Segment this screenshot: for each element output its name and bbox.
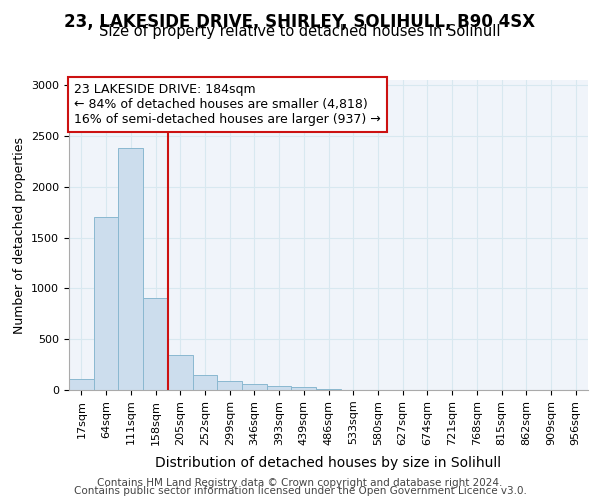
- Bar: [193, 376, 217, 390]
- Y-axis label: Number of detached properties: Number of detached properties: [13, 136, 26, 334]
- Bar: [316, 389, 341, 390]
- Bar: [168, 356, 193, 390]
- Text: 23 LAKESIDE DRIVE: 184sqm
← 84% of detached houses are smaller (4,818)
16% of se: 23 LAKESIDE DRIVE: 184sqm ← 84% of detac…: [74, 83, 381, 126]
- Text: Contains HM Land Registry data © Crown copyright and database right 2024.: Contains HM Land Registry data © Crown c…: [97, 478, 503, 488]
- Bar: [118, 148, 143, 390]
- Bar: [217, 381, 242, 390]
- Text: Contains public sector information licensed under the Open Government Licence v3: Contains public sector information licen…: [74, 486, 526, 496]
- Text: 23, LAKESIDE DRIVE, SHIRLEY, SOLIHULL, B90 4SX: 23, LAKESIDE DRIVE, SHIRLEY, SOLIHULL, B…: [64, 12, 536, 30]
- Bar: [69, 379, 94, 390]
- Bar: [267, 386, 292, 390]
- Bar: [242, 384, 267, 390]
- Bar: [143, 298, 168, 390]
- Text: Size of property relative to detached houses in Solihull: Size of property relative to detached ho…: [99, 24, 501, 39]
- X-axis label: Distribution of detached houses by size in Solihull: Distribution of detached houses by size …: [155, 456, 502, 470]
- Bar: [94, 217, 118, 390]
- Bar: [292, 387, 316, 390]
